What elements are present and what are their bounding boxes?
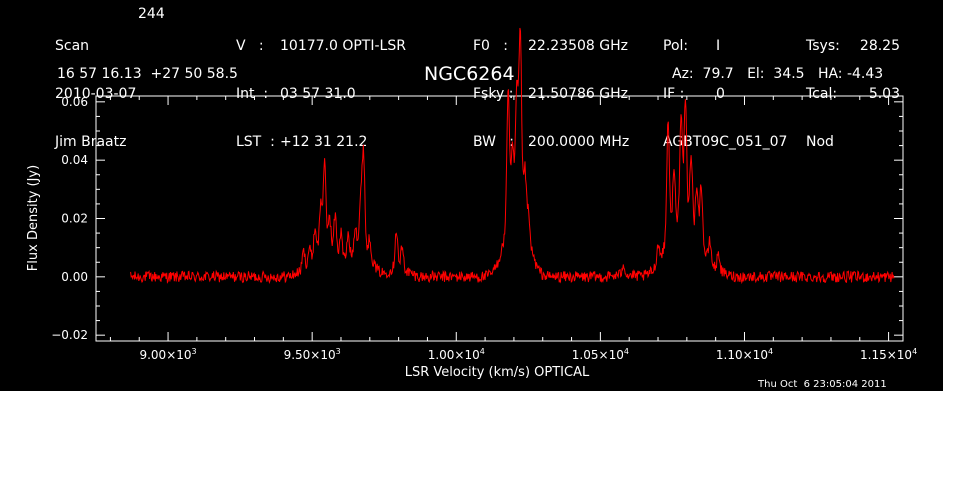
velocity-label: V :	[236, 38, 264, 54]
sys-labels: Tsys: Tcal: Nod	[806, 6, 840, 182]
scan-date: 2010-03-07	[55, 86, 137, 102]
tcal-label: Tcal:	[806, 86, 838, 102]
plot-panel: Scan 2010-03-07 Jim Braatz 244 V : Int :…	[0, 0, 943, 391]
x-tick-label: 1.10×104	[716, 347, 773, 362]
int-value: 03 57 31.0	[280, 86, 356, 102]
y-tick-label: 0.06	[61, 95, 88, 109]
x-tick-label: 1.05×104	[572, 347, 629, 362]
procedure: Nod	[806, 134, 834, 150]
scan-number: 244	[138, 6, 165, 22]
fsky-value: 21.50786 GHz	[528, 86, 628, 102]
source-name: NGC6264	[424, 63, 515, 85]
if-label: IF :	[663, 86, 685, 102]
pol-value: I	[716, 38, 721, 54]
fsky-label: Fsky :	[473, 86, 514, 102]
velocity-values: 10177.0 OPTI-LSR 03 57 31.0 +12 31 21.2	[280, 6, 406, 182]
lst-value: +12 31 21.2	[280, 134, 368, 150]
observer: Jim Braatz	[55, 134, 127, 150]
pol-block: Pol: IF : AGBT09C_051_07	[663, 6, 787, 182]
sys-values: 28.25 5.03	[848, 6, 900, 134]
plot-frame	[95, 95, 904, 342]
pol-values: I 0	[716, 6, 734, 134]
coordinates: 16 57 16.13 +27 50 58.5	[57, 66, 238, 82]
f0-value: 22.23508 GHz	[528, 38, 628, 54]
y-axis-label: Flux Density (Jy)	[26, 165, 41, 271]
tsys-value: 28.25	[859, 38, 900, 54]
bw-value: 200.0000 MHz	[528, 134, 630, 150]
y-tick-label: 0.04	[61, 153, 88, 167]
y-tick-label: −0.02	[51, 328, 88, 342]
x-tick-label: 9.00×103	[139, 347, 196, 362]
scan-label: Scan	[55, 38, 90, 54]
x-tick-label: 9.50×103	[284, 347, 341, 362]
velocity-labels: V : Int : LST :	[236, 6, 275, 182]
scan-block: Scan 2010-03-07 Jim Braatz	[55, 6, 136, 182]
axis-ticks	[96, 96, 903, 341]
int-label: Int :	[236, 86, 269, 102]
project-id: AGBT09C_051_07	[663, 134, 788, 150]
velocity-value: 10177.0 OPTI-LSR	[280, 38, 406, 54]
az-el-ha: Az: 79.7 El: 34.5 HA: -4.43	[672, 66, 884, 82]
spectrum-trace	[130, 27, 895, 285]
tcal-value: 5.03	[868, 86, 900, 102]
y-tick-label: 0.02	[61, 212, 88, 226]
x-tick-label: 1.15×104	[860, 347, 917, 362]
tsys-label: Tsys:	[806, 38, 840, 54]
lst-label: LST :	[236, 134, 275, 150]
axis-tick-labels: 9.00×103 9.50×103 1.00×104 1.05×104 1.10×104…	[51, 95, 917, 362]
freq-labels: F0 : Fsky : BW :	[473, 6, 514, 182]
bw-label: BW :	[473, 134, 515, 150]
x-axis-label: LSR Velocity (km/s) OPTICAL	[405, 365, 590, 380]
y-tick-label: 0.00	[61, 270, 88, 284]
timestamp: Thu Oct 6 23:05:04 2011	[758, 379, 887, 390]
if-value: 0	[716, 86, 725, 102]
pol-label: Pol:	[663, 38, 689, 54]
freq-values: 22.23508 GHz 21.50786 GHz 200.0000 MHz	[528, 6, 629, 182]
spectrum-chart: 9.00×103 9.50×103 1.00×104 1.05×104 1.10×104…	[26, 27, 917, 380]
x-tick-label: 1.00×104	[428, 347, 485, 362]
f0-label: F0 :	[473, 38, 509, 54]
